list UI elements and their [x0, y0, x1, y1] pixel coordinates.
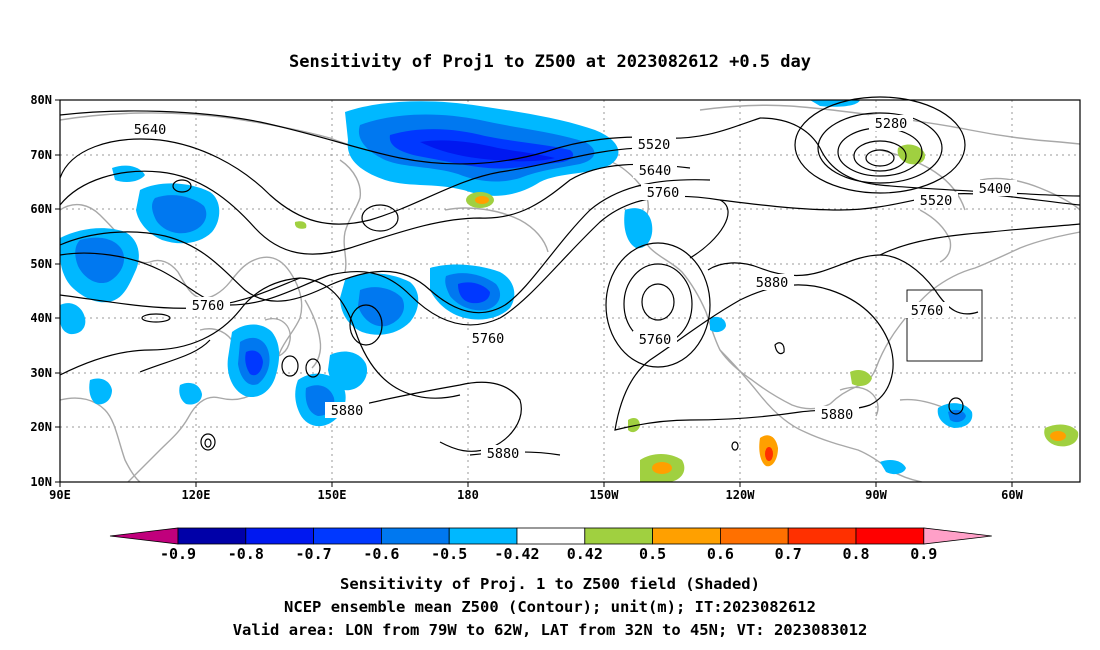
contour-label: 5760 — [639, 332, 672, 348]
colorbar-label: -0.42 — [494, 545, 539, 563]
caption-line-3: Valid area: LON from 79W to 62W, LAT fro… — [233, 621, 868, 639]
colorbar-swatch — [448, 527, 518, 545]
colorbar: -0.9 -0.8 -0.7 -0.6 -0.5 -0.42 0.42 0.5 0.6 0.7 0.… — [109, 527, 992, 563]
colorbar-swatch — [380, 527, 450, 545]
colorbar-swatch — [313, 527, 382, 545]
figure-title: Sensitivity of Proj1 to Z500 at 20230826… — [289, 52, 811, 72]
valid-area-box — [906, 289, 983, 362]
colorbar-min-triangle — [109, 527, 179, 545]
lon-tick-label: 120E — [182, 488, 211, 502]
colorbar-swatch — [516, 527, 586, 545]
colorbar-label: 0.9 — [910, 545, 937, 563]
lat-tick-label: 70N — [30, 148, 52, 162]
contour-label: 5760 — [647, 185, 680, 201]
lat-axis: 80N 70N 60N 50N 40N 30N 20N 10N — [30, 93, 60, 489]
lon-tick-label: 90W — [865, 488, 887, 502]
colorbar-label: 0.42 — [567, 545, 603, 563]
contour-label: 5760 — [472, 331, 505, 347]
lon-tick-label: 150E — [318, 488, 347, 502]
lat-tick-label: 50N — [30, 257, 52, 271]
lat-tick-label: 40N — [30, 311, 52, 325]
colorbar-swatch — [177, 527, 247, 545]
colorbar-max-triangle — [923, 527, 992, 545]
lon-tick-label: 120W — [726, 488, 756, 502]
colorbar-swatch — [652, 527, 721, 545]
colorbar-swatch — [584, 527, 653, 545]
lon-tick-label: 180 — [457, 488, 479, 502]
colorbar-label: 0.8 — [842, 545, 869, 563]
contour-label: 5520 — [638, 137, 671, 153]
colorbar-label: -0.5 — [431, 545, 467, 563]
contour-label: 5880 — [821, 407, 854, 423]
contour-labels: 5640 5520 5640 5760 5280 5400 5520 5760 … — [128, 115, 1017, 462]
contour-label: 5760 — [911, 303, 944, 319]
contour-label: 5640 — [134, 122, 167, 138]
colorbar-label: -0.7 — [296, 545, 332, 563]
map-panel: 5640 5520 5640 5760 5280 5400 5520 5760 … — [59, 96, 1081, 483]
lat-tick-label: 80N — [30, 93, 52, 107]
sensitivity-shading — [59, 100, 1079, 482]
lat-tick-label: 20N — [30, 420, 52, 434]
colorbar-swatch — [787, 527, 857, 545]
lat-tick-label: 30N — [30, 366, 52, 380]
lat-tick-label: 60N — [30, 202, 52, 216]
contour-label: 5880 — [756, 275, 789, 291]
contour-label: 5880 — [331, 403, 364, 419]
colorbar-label: 0.6 — [707, 545, 734, 563]
colorbar-label: -0.6 — [363, 545, 399, 563]
contour-label: 5760 — [192, 298, 225, 314]
lon-tick-label: 60W — [1001, 488, 1023, 502]
map-frame — [59, 99, 1081, 483]
contour-label: 5640 — [639, 163, 672, 179]
contour-label: 5280 — [875, 116, 908, 132]
lon-tick-label: 150W — [590, 488, 620, 502]
colorbar-label: 0.5 — [639, 545, 666, 563]
contour-label: 5880 — [487, 446, 520, 462]
contour-label: 5520 — [920, 193, 953, 209]
caption-line-2: NCEP ensemble mean Z500 (Contour); unit(… — [284, 598, 816, 616]
colorbar-label: -0.9 — [160, 545, 196, 563]
colorbar-swatch — [855, 527, 925, 545]
lon-axis: 90E 120E 150E 180 150W 120W 90W 60W — [49, 482, 1024, 502]
colorbar-label: -0.8 — [228, 545, 264, 563]
colorbar-swatch — [720, 527, 789, 545]
colorbar-label: 0.7 — [775, 545, 802, 563]
colorbar-swatch — [245, 527, 315, 545]
lat-tick-label: 10N — [30, 475, 52, 489]
contour-label: 5400 — [979, 181, 1012, 197]
lon-tick-label: 90E — [49, 488, 71, 502]
caption-line-1: Sensitivity of Proj. 1 to Z500 field (Sh… — [340, 575, 760, 593]
